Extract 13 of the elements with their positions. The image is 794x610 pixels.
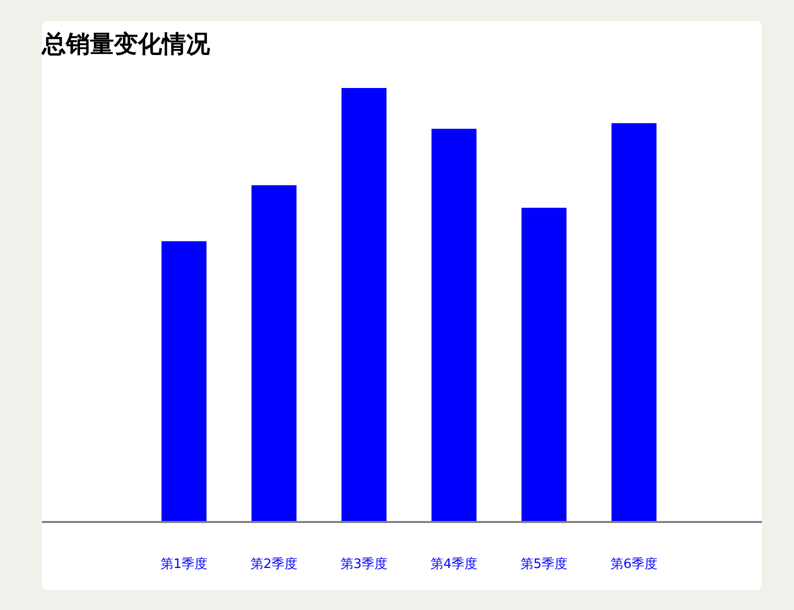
bar [162,241,206,522]
x-tick-label: 第4季度 [430,556,478,572]
x-tick-label: 第1季度 [160,556,208,572]
x-tick-label: 第2季度 [250,556,298,572]
bar [612,123,656,522]
bar [522,208,566,522]
bar [432,128,476,522]
x-tick-label: 第5季度 [520,556,568,572]
x-tick-label: 第3季度 [340,556,388,572]
bar [252,185,296,522]
x-tick-label: 第6季度 [610,556,658,572]
bar [342,88,386,522]
chart-title: 总销量变化情况 [41,30,211,58]
